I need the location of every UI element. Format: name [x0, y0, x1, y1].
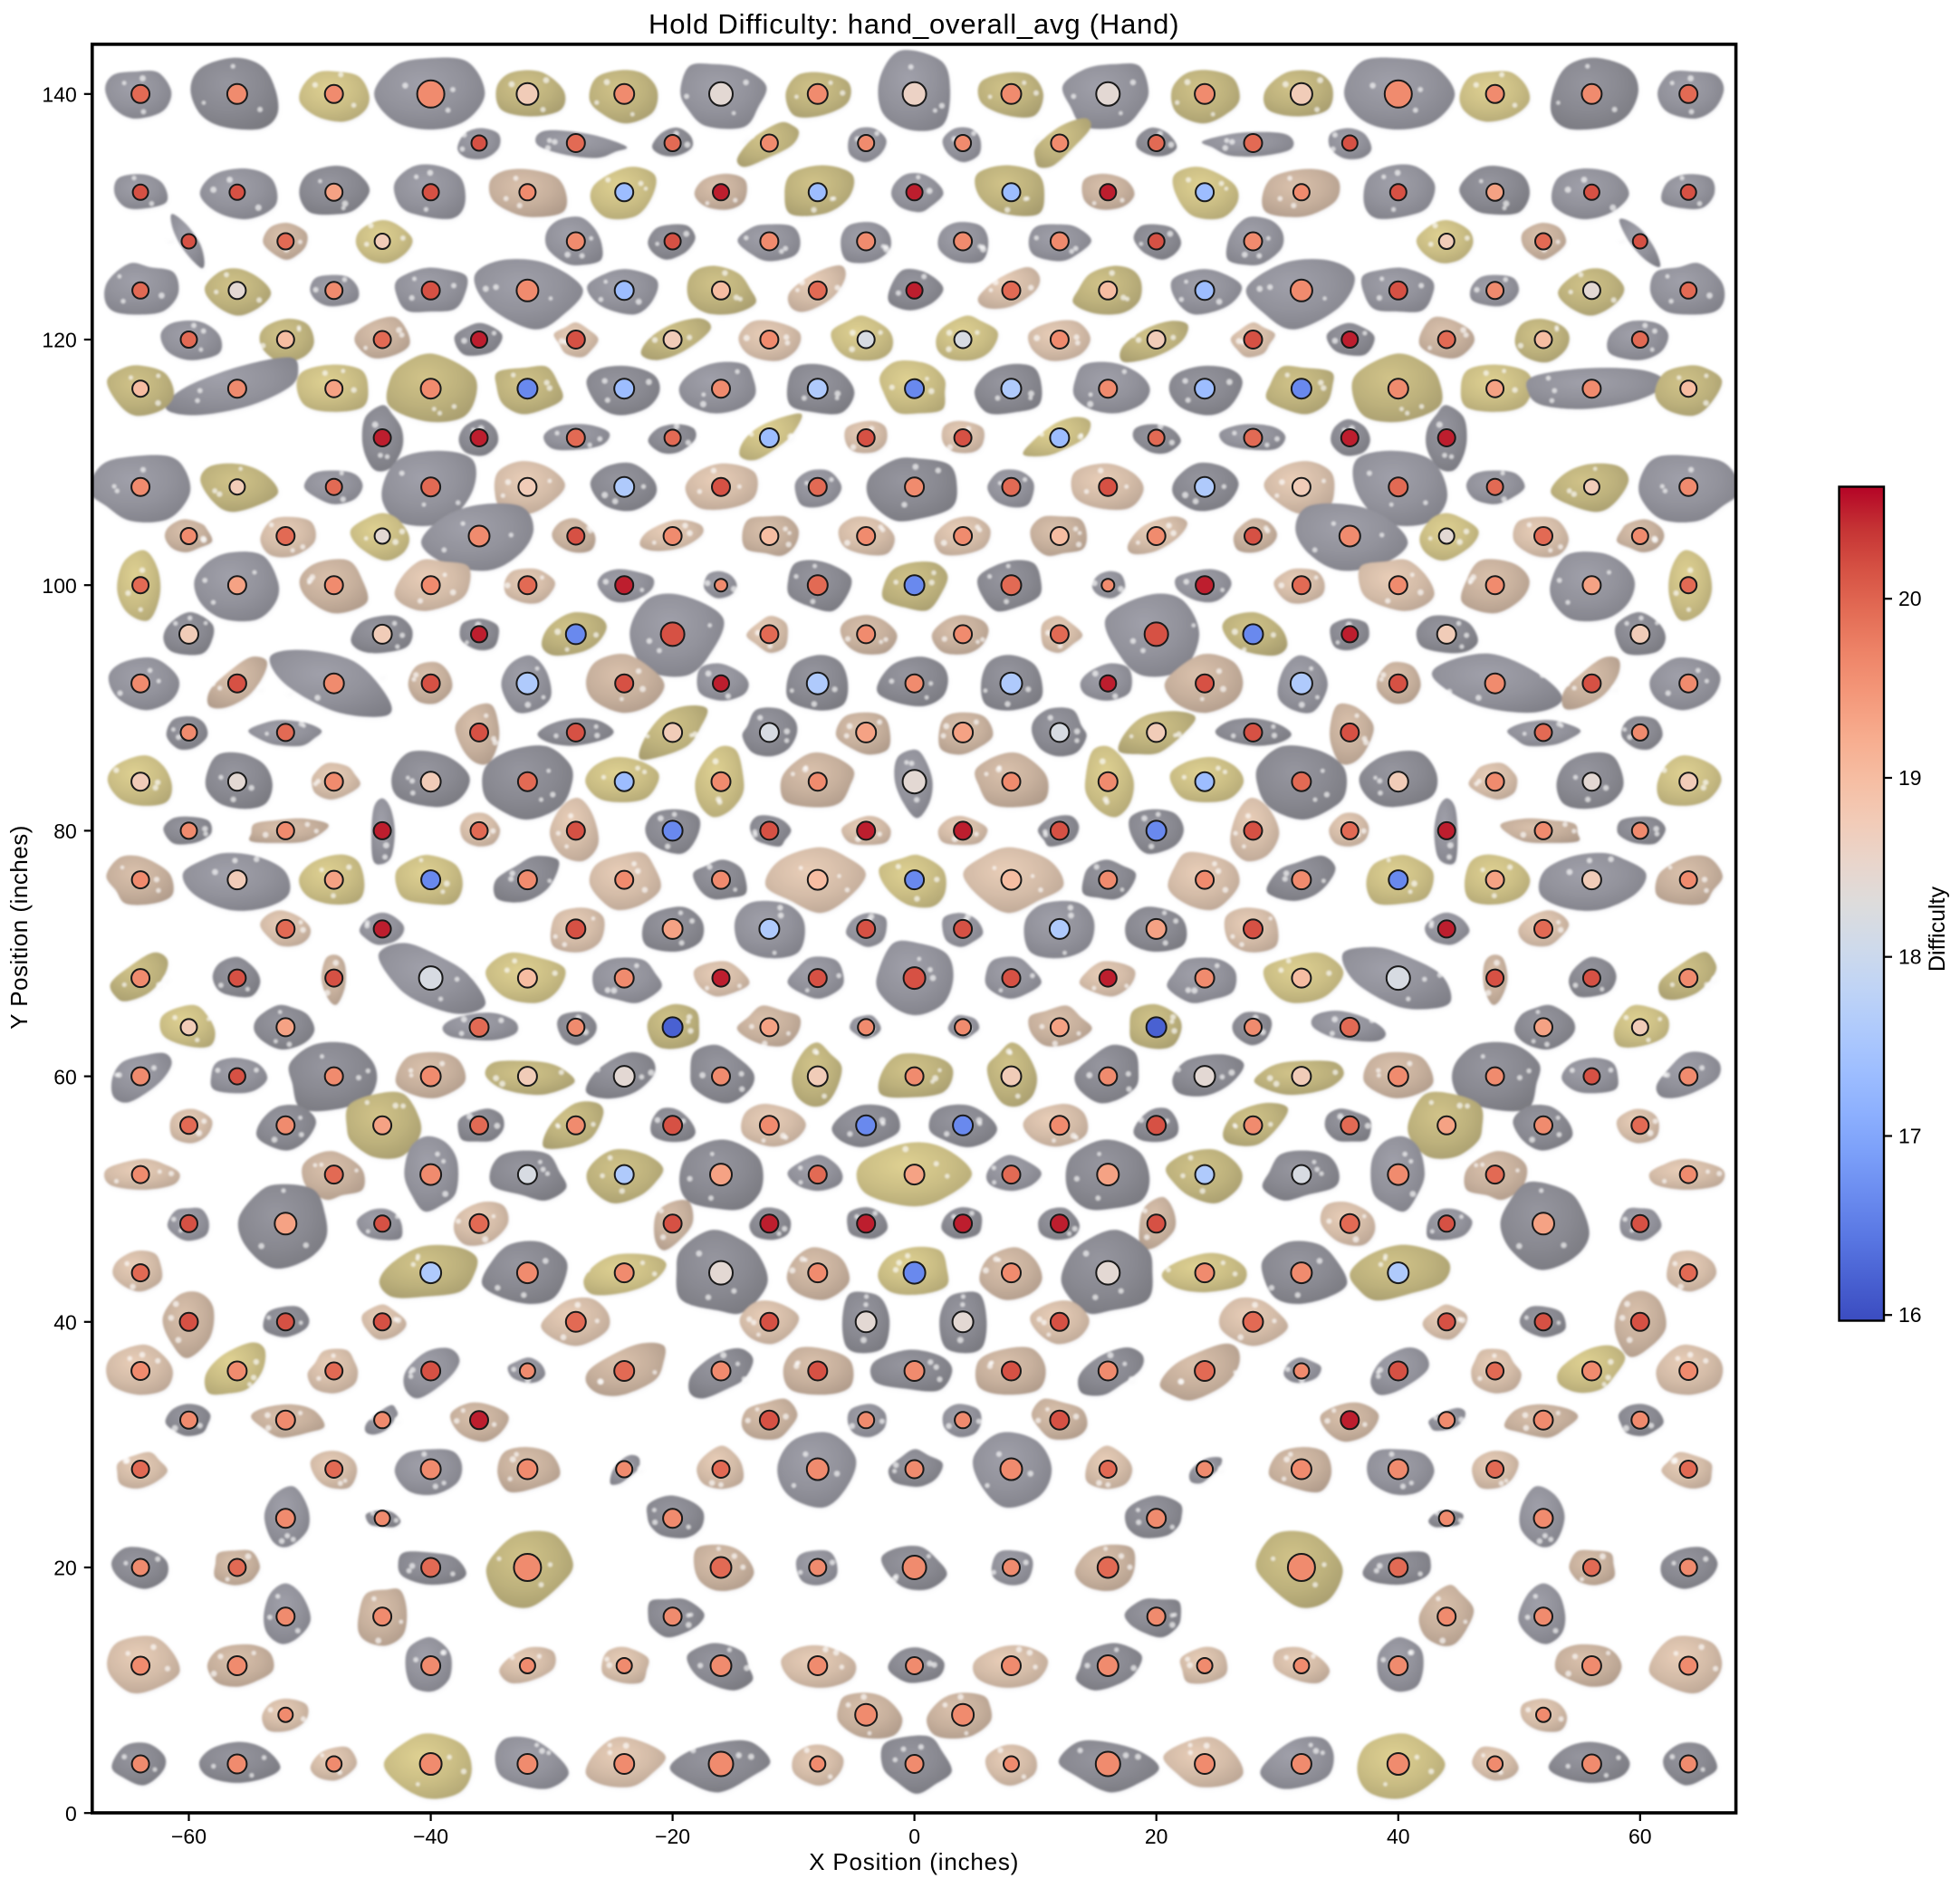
svg-text:20: 20 — [1145, 1825, 1168, 1848]
svg-text:Difficulty: Difficulty — [1925, 886, 1950, 973]
svg-text:40: 40 — [1387, 1825, 1410, 1848]
svg-text:Y Position (inches): Y Position (inches) — [5, 825, 33, 1030]
svg-text:19: 19 — [1898, 766, 1922, 790]
svg-text:100: 100 — [42, 574, 76, 598]
svg-text:17: 17 — [1898, 1125, 1922, 1148]
svg-text:−20: −20 — [655, 1825, 690, 1848]
svg-text:16: 16 — [1898, 1303, 1922, 1327]
svg-text:20: 20 — [53, 1557, 77, 1580]
svg-text:−60: −60 — [171, 1825, 207, 1848]
svg-text:0: 0 — [65, 1802, 77, 1826]
svg-text:80: 80 — [53, 819, 77, 843]
svg-text:120: 120 — [42, 329, 76, 352]
svg-text:Hold Difficulty: hand_overall_: Hold Difficulty: hand_overall_avg (Hand) — [649, 8, 1179, 40]
svg-text:60: 60 — [1629, 1825, 1652, 1848]
svg-text:18: 18 — [1898, 945, 1922, 969]
svg-text:140: 140 — [42, 83, 76, 107]
svg-text:0: 0 — [908, 1825, 920, 1848]
svg-text:60: 60 — [53, 1065, 77, 1088]
svg-text:20: 20 — [1898, 587, 1922, 610]
svg-text:−40: −40 — [413, 1825, 448, 1848]
svg-text:X Position (inches): X Position (inches) — [809, 1848, 1019, 1875]
svg-text:40: 40 — [53, 1311, 77, 1335]
